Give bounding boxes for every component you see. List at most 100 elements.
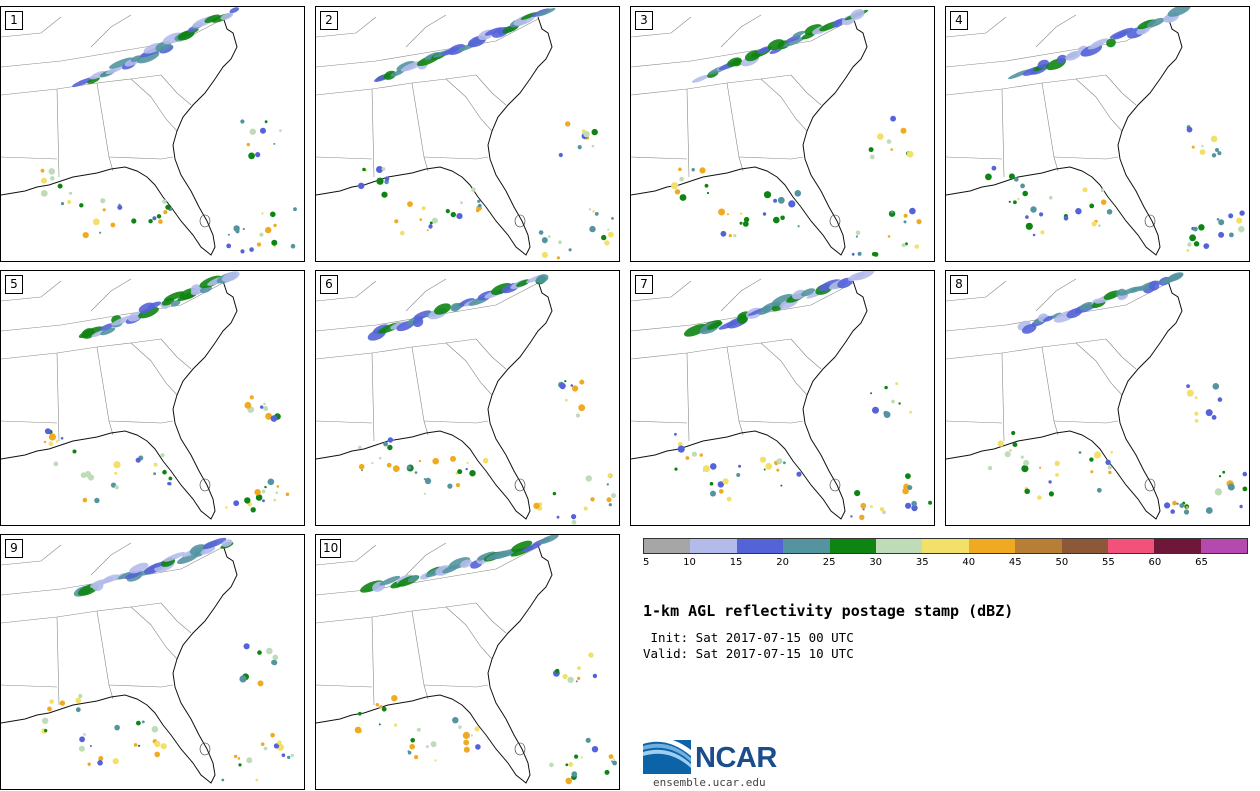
colorbar-swatch: [783, 539, 830, 553]
radar-echo: [78, 326, 104, 339]
radar-echo: [1210, 135, 1218, 143]
radar-echo: [392, 465, 400, 472]
colorbar-tick-label: 10: [683, 557, 696, 568]
radar-echo: [240, 249, 245, 254]
radar-echo: [154, 740, 161, 748]
member-number-label: 6: [320, 275, 338, 294]
radar-echo: [765, 462, 773, 470]
state-border: [90, 14, 132, 48]
reflectivity-map: [316, 274, 616, 525]
state-border: [316, 74, 477, 96]
radar-echo: [361, 469, 363, 472]
radar-echo: [722, 478, 729, 485]
radar-echo: [160, 743, 167, 750]
radar-echo: [1008, 200, 1011, 203]
state-border: [56, 616, 60, 706]
state-border: [1035, 278, 1077, 312]
lake-outline: [1144, 478, 1156, 492]
radar-echo: [413, 310, 432, 320]
coastline: [316, 16, 553, 256]
radar-echo: [239, 675, 247, 683]
radar-echo: [854, 490, 861, 497]
state-border: [316, 280, 377, 302]
radar-echo: [431, 217, 438, 224]
radar-echo: [229, 7, 240, 14]
radar-echo: [136, 51, 160, 64]
radar-echo: [98, 756, 104, 761]
radar-echo: [135, 457, 141, 463]
radar-echo: [1049, 195, 1053, 200]
radar-echo: [1211, 153, 1217, 158]
member-number-label: 8: [950, 275, 968, 294]
state-border: [720, 278, 762, 312]
radar-echo: [456, 213, 463, 220]
radar-echo: [611, 493, 616, 499]
colorbar-tick-label: 45: [1008, 557, 1022, 568]
radar-echo: [1017, 197, 1020, 201]
radar-echo: [511, 540, 533, 552]
radar-echo: [264, 120, 268, 124]
radar-echo: [674, 189, 681, 195]
radar-echo: [97, 760, 103, 766]
radar-echo: [79, 736, 85, 743]
colorbar-swatch: [875, 539, 923, 553]
radar-echo: [414, 755, 419, 760]
postage-stamp-panel: 7: [630, 270, 935, 526]
colorbar-tick-label: 40: [962, 557, 976, 568]
colorbar-tick-label: 65: [1195, 557, 1208, 568]
radar-echo: [780, 215, 785, 221]
radar-echo: [78, 745, 85, 752]
radar-echo: [1040, 230, 1045, 235]
radar-echo: [1215, 148, 1219, 152]
ncar-swoosh-icon: [643, 737, 691, 774]
ncar-logo-text: NCAR: [695, 742, 777, 774]
radar-echo: [407, 201, 413, 208]
state-border: [1001, 88, 1005, 178]
radar-echo: [112, 758, 119, 765]
radar-echo: [69, 191, 73, 195]
state-border: [760, 342, 808, 396]
radar-echo: [1186, 384, 1190, 388]
state-border: [445, 78, 493, 132]
radar-echo: [674, 432, 677, 436]
radar-echo: [381, 706, 387, 712]
radar-echo: [445, 209, 450, 214]
radar-echo: [857, 251, 862, 256]
radar-echo: [429, 221, 433, 225]
radar-echo: [1079, 301, 1094, 311]
radar-echo: [887, 235, 891, 238]
radar-echo: [249, 247, 254, 252]
radar-echo: [371, 462, 374, 465]
radar-echo: [279, 129, 282, 132]
state-border: [946, 74, 1107, 96]
radar-echo: [1009, 449, 1012, 452]
radar-echo: [457, 469, 463, 475]
colorbar-tick-label: 60: [1148, 557, 1162, 568]
state-border: [1105, 74, 1137, 106]
radar-echo: [43, 440, 47, 444]
state-border: [160, 74, 192, 106]
radar-echo: [238, 763, 242, 767]
radar-echo: [870, 392, 873, 395]
radar-echo: [114, 471, 118, 475]
radar-echo: [862, 508, 865, 511]
radar-echo: [281, 753, 286, 757]
figure-title: 1-km AGL reflectivity postage stamp (dBZ…: [643, 602, 1014, 620]
radar-echo: [1037, 495, 1042, 500]
radar-echo: [1012, 442, 1018, 447]
lake-outline: [199, 214, 211, 228]
radar-echo: [168, 482, 172, 486]
radar-echo: [769, 47, 782, 55]
radar-echo: [1170, 509, 1175, 514]
radar-echo: [1205, 507, 1213, 514]
radar-echo: [903, 220, 907, 224]
radar-echo: [257, 680, 264, 687]
radar-echo: [916, 219, 922, 225]
radar-echo: [407, 465, 412, 470]
radar-echo: [249, 128, 256, 135]
state-border: [130, 78, 178, 132]
radar-echo: [423, 478, 426, 480]
radar-echo: [255, 778, 259, 782]
radar-echo: [141, 720, 145, 724]
radar-echo: [1089, 203, 1095, 209]
